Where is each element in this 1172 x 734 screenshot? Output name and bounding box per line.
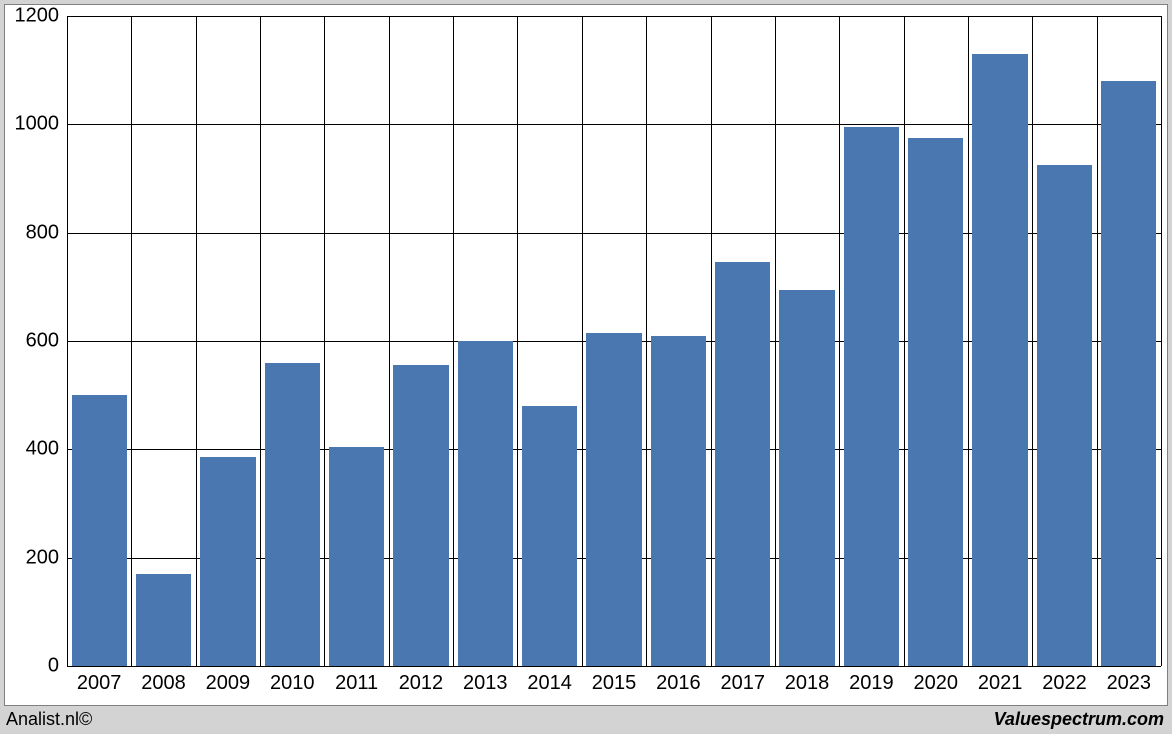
x-axis-label: 2013 xyxy=(463,672,508,695)
x-axis-label: 2022 xyxy=(1042,672,1087,695)
x-axis-label: 2011 xyxy=(335,672,378,695)
gridline-vertical xyxy=(1097,16,1098,666)
gridline-vertical xyxy=(968,16,969,666)
x-axis-label: 2012 xyxy=(399,672,444,695)
bar xyxy=(200,457,255,666)
chart-frame: 0 200 400 600 800 1000 1200 2007 2008 2009 2010 201… xyxy=(4,4,1168,706)
x-axis-label: 2015 xyxy=(592,672,637,695)
y-axis-label: 600 xyxy=(26,330,59,353)
bar xyxy=(136,574,191,666)
gridline-vertical xyxy=(1032,16,1033,666)
gridline-vertical xyxy=(711,16,712,666)
bar xyxy=(458,341,513,666)
gridline-vertical xyxy=(131,16,132,666)
y-axis-label: 1200 xyxy=(15,5,60,28)
gridline-vertical xyxy=(324,16,325,666)
x-axis-label: 2010 xyxy=(270,672,315,695)
gridline-vertical xyxy=(453,16,454,666)
bar xyxy=(329,447,384,666)
gridline-vertical xyxy=(196,16,197,666)
bar xyxy=(715,262,770,666)
gridline-vertical xyxy=(646,16,647,666)
bar xyxy=(908,138,963,666)
y-axis-label: 200 xyxy=(26,546,59,569)
gridline-vertical xyxy=(517,16,518,666)
gridline-vertical xyxy=(775,16,776,666)
gridline-horizontal xyxy=(67,666,1161,667)
x-axis-label: 2007 xyxy=(77,672,122,695)
gridline-vertical xyxy=(389,16,390,666)
gridline-vertical xyxy=(260,16,261,666)
y-axis-label: 1000 xyxy=(15,113,60,136)
x-axis-label: 2018 xyxy=(785,672,830,695)
x-axis-label: 2016 xyxy=(656,672,701,695)
bar xyxy=(265,363,320,666)
x-axis-label: 2021 xyxy=(978,672,1023,695)
x-axis-label: 2023 xyxy=(1107,672,1152,695)
gridline-vertical xyxy=(839,16,840,666)
x-axis-label: 2020 xyxy=(914,672,959,695)
y-axis-label: 0 xyxy=(48,655,59,678)
bar xyxy=(844,127,899,666)
bar xyxy=(972,54,1027,666)
footer-copyright-right: Valuespectrum.com xyxy=(994,709,1164,730)
x-axis-label: 2019 xyxy=(849,672,894,695)
bar xyxy=(1037,165,1092,666)
x-axis-label: 2008 xyxy=(141,672,186,695)
bar xyxy=(586,333,641,666)
bar xyxy=(72,395,127,666)
bar xyxy=(651,336,706,666)
bar xyxy=(393,365,448,666)
x-axis-label: 2014 xyxy=(527,672,572,695)
gridline-vertical xyxy=(67,16,68,666)
x-axis-label: 2017 xyxy=(720,672,765,695)
gridline-horizontal xyxy=(67,16,1161,17)
y-axis-label: 400 xyxy=(26,438,59,461)
footer-copyright-left: Analist.nl© xyxy=(6,709,92,730)
x-axis-label: 2009 xyxy=(206,672,251,695)
bar xyxy=(1101,81,1156,666)
bar xyxy=(779,290,834,666)
gridline-vertical xyxy=(1161,16,1162,666)
gridline-vertical xyxy=(582,16,583,666)
plot-area: 0200400600800100012002007200820092010201… xyxy=(67,16,1161,666)
y-axis-label: 800 xyxy=(26,221,59,244)
gridline-vertical xyxy=(904,16,905,666)
bar xyxy=(522,406,577,666)
